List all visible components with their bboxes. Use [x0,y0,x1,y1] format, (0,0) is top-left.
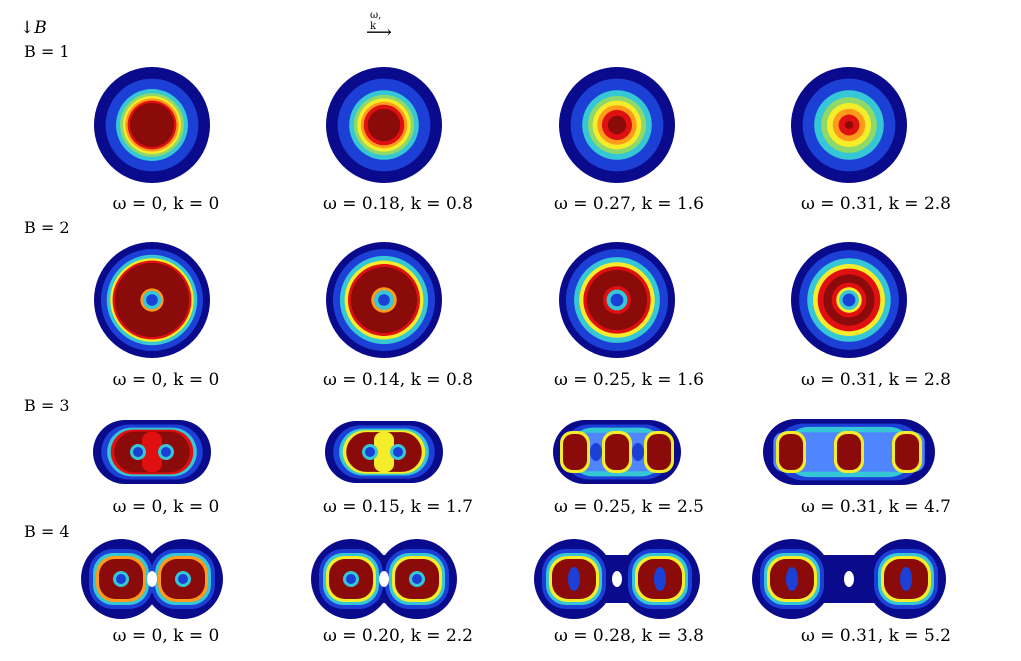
row-label-b3: B = 3 [24,396,70,415]
caption-b4-c1: ω = 0, k = 0 [112,626,220,646]
b3-panel-3-hole-1 [632,443,644,461]
b4-panel-1 [81,539,223,619]
caption-b1-c4: ω = 0.31, k = 2.8 [801,194,951,214]
b1-panel-1-ring-7 [129,102,175,148]
b1-panel-3 [559,67,675,183]
b1-panel-2-ring-7 [367,108,401,142]
b3-panel-3-hole-0 [590,443,602,461]
caption-b2-c1: ω = 0, k = 0 [112,370,220,390]
b2-panel-4 [791,242,907,358]
b4-panel-2 [311,539,457,619]
b1-panel-2 [326,67,442,183]
b4-panel-1-center-void [147,571,157,587]
b2-panel-2-core-ring-2 [378,294,390,306]
b4-panel-2-hole-0 [346,574,356,584]
b4-panel-3-hole-0 [568,567,580,591]
b4-panel-3-center-void [612,571,622,587]
caption-b3-c4: ω = 0.31, k = 4.7 [801,497,951,517]
b3-panel-3-lobe-1 [605,434,629,470]
caption-b1-c1: ω = 0, k = 0 [112,194,220,214]
b3-panel-2-hole-1 [393,447,403,457]
b1-panel-4-ring-7 [844,120,854,130]
b3-panel-1 [93,420,211,484]
b3-panel-2-center [374,432,394,472]
b4-panel-4-hole-1 [900,567,912,591]
omega-k-label: ω, k [370,10,382,32]
right-arrow-icon: ⟶ [366,22,392,43]
b3-panel-1-center [142,432,162,472]
row-label-b4: B = 4 [24,522,70,541]
b2-panel-1 [94,242,210,358]
caption-b2-c4: ω = 0.31, k = 2.8 [801,370,951,390]
b3-panel-1-hole-0 [133,447,143,457]
caption-b4-c3: ω = 0.28, k = 3.8 [554,626,704,646]
b4-panel-3 [534,539,700,619]
b-axis-header: ↓B [20,18,47,38]
b3-panel-4-lobe-0 [779,434,803,470]
caption-b2-c2: ω = 0.14, k = 0.8 [323,370,473,390]
caption-b1-c2: ω = 0.18, k = 0.8 [323,194,473,214]
b2-panel-1-core-ring-2 [146,294,158,306]
b2-panel-3-core-ring-2 [610,293,624,307]
b3-panel-4 [763,419,935,485]
row-label-b2: B = 2 [24,218,70,237]
down-arrow-icon: ↓ [20,18,35,38]
b4-panel-4-center-void [844,571,854,587]
b3-panel-4-lobe-2 [895,434,919,470]
b2-panel-3 [559,242,675,358]
b3-panel-2-hole-0 [365,447,375,457]
b3-panel-4-lobe-1 [837,434,861,470]
caption-b3-c1: ω = 0, k = 0 [112,497,220,517]
caption-b4-c2: ω = 0.20, k = 2.2 [323,626,473,646]
b4-panel-4-hole-0 [786,567,798,591]
b4-panel-1-hole-1 [178,574,188,584]
caption-b4-c4: ω = 0.31, k = 5.2 [801,626,951,646]
b3-panel-1-hole-1 [161,447,171,457]
b4-panel-1-hole-0 [116,574,126,584]
caption-b3-c2: ω = 0.15, k = 1.7 [323,497,473,517]
b4-panel-4 [752,539,946,619]
caption-b3-c3: ω = 0.25, k = 2.5 [554,497,704,517]
b1-panel-3-ring-7 [607,115,627,135]
b4-panel-2-center-void [379,571,389,587]
row-label-b1: B = 1 [24,42,70,61]
b3-panel-3 [553,420,681,484]
b2-panel-4-core-ring-3 [842,293,856,307]
caption-b2-c3: ω = 0.25, k = 1.6 [554,370,704,390]
b4-panel-3-hole-1 [654,567,666,591]
b3-panel-3-lobe-2 [647,434,671,470]
b1-panel-4 [791,67,907,183]
b-symbol: B [34,18,47,38]
b4-panel-2-hole-1 [412,574,422,584]
b3-panel-3-lobe-0 [563,434,587,470]
caption-b1-c3: ω = 0.27, k = 1.6 [554,194,704,214]
b3-panel-2 [325,421,443,483]
b1-panel-1 [94,67,210,183]
b2-panel-2 [326,242,442,358]
